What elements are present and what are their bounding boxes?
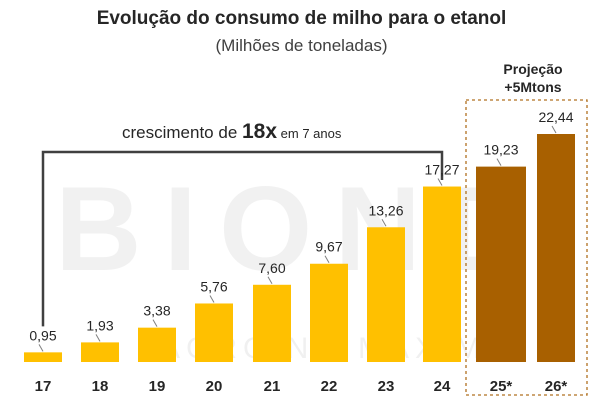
x-tick-label-26*: 26* <box>545 378 568 395</box>
value-label-19: 3,38 <box>143 303 170 319</box>
leader-line-25* <box>496 158 502 166</box>
value-label-26*: 22,44 <box>538 109 573 125</box>
x-tick-label-24: 24 <box>434 378 451 395</box>
bar-24 <box>423 186 461 362</box>
leader-line-17 <box>38 344 44 352</box>
value-label-22: 9,67 <box>315 239 342 255</box>
bar-22 <box>310 263 348 362</box>
leader-line-22 <box>324 255 330 263</box>
leader-line-21 <box>267 276 273 285</box>
projection-label: Projeção +5Mtons <box>478 60 588 96</box>
x-tick-label-22: 22 <box>321 378 338 395</box>
bar-25* <box>476 166 526 362</box>
x-tick-label-19: 19 <box>149 378 166 395</box>
projection-box <box>465 99 588 396</box>
growth-bracket <box>41 150 444 327</box>
x-tick-label-17: 17 <box>35 378 52 395</box>
leader-line-18 <box>95 334 101 342</box>
x-tick-label-21: 21 <box>264 378 281 395</box>
growth-prefix: crescimento de <box>122 123 242 142</box>
projection-label-line1: Projeção <box>503 61 563 77</box>
chart-title: Evolução do consumo de milho para o etan… <box>96 8 507 29</box>
bar-23 <box>367 227 405 362</box>
bar-19 <box>138 327 176 362</box>
x-tick-label-25*: 25* <box>490 378 513 395</box>
value-label-17: 0,95 <box>29 327 56 343</box>
bar-18 <box>81 342 119 362</box>
bar-20 <box>195 303 233 362</box>
leader-line-19 <box>152 319 158 327</box>
value-label-25*: 19,23 <box>483 142 518 158</box>
value-label-24: 17,27 <box>424 162 459 178</box>
chart-subtitle: (Milhões de toneladas) <box>215 36 388 55</box>
leader-line-24 <box>437 178 443 186</box>
leader-line-20 <box>209 295 215 303</box>
value-label-20: 5,76 <box>200 278 227 294</box>
x-tick-label-20: 20 <box>206 378 223 395</box>
projection-label-line2: +5Mtons <box>504 79 562 95</box>
growth-annotation: crescimento de 18x em 7 anos <box>122 120 341 144</box>
value-label-23: 13,26 <box>368 202 403 218</box>
value-label-21: 7,60 <box>258 260 285 276</box>
x-tick-label-18: 18 <box>92 378 109 395</box>
bar-26* <box>537 134 575 362</box>
growth-multiplier: 18x <box>242 120 278 143</box>
x-tick-label-23: 23 <box>378 378 395 395</box>
bar-21 <box>253 284 291 362</box>
bar-17 <box>24 352 62 362</box>
leader-line-23 <box>381 219 387 227</box>
leader-line-26* <box>551 125 557 134</box>
value-label-18: 1,93 <box>86 317 113 333</box>
growth-suffix: em 7 anos <box>277 126 342 141</box>
